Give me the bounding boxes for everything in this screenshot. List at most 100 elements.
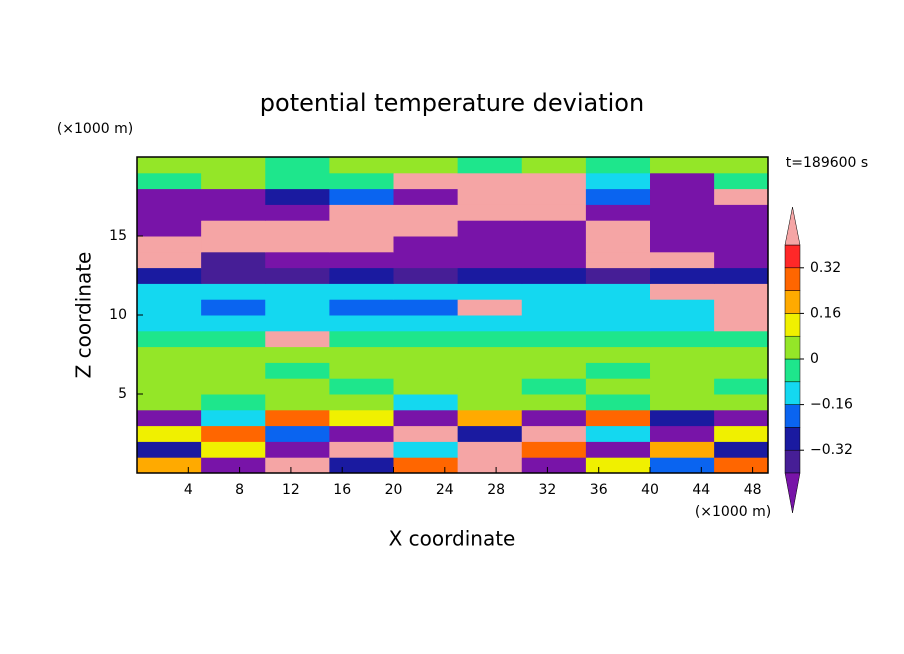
x-tick-label: 12 [282, 482, 300, 498]
contour-cell [393, 236, 459, 253]
contour-cell [201, 283, 266, 300]
contour-cell [714, 409, 769, 427]
y-tick-label: 10 [109, 307, 127, 323]
contour-cell [393, 346, 459, 363]
contour-cell [650, 251, 715, 269]
contour-cell [329, 188, 395, 205]
contour-cell [137, 441, 202, 458]
colorbar-band [784, 244, 801, 269]
contour-cell [265, 283, 330, 300]
contour-cell [585, 441, 651, 458]
contour-cell [457, 283, 523, 300]
contour-cell [714, 425, 769, 442]
contour-cell [521, 330, 587, 348]
contour-cell [714, 362, 769, 379]
contour-cell [521, 457, 587, 474]
contour-cell [393, 172, 459, 190]
colorbar-band [784, 381, 801, 405]
contour-cell [521, 157, 587, 174]
contour-cell [650, 315, 715, 332]
contour-cell [585, 315, 651, 332]
contour-cell [457, 457, 523, 474]
contour-cell [650, 425, 715, 442]
contour-cell [393, 188, 459, 205]
contour-cell [329, 425, 395, 442]
contour-cell [521, 315, 587, 332]
contour-cell [714, 267, 769, 284]
contour-cell [714, 236, 769, 253]
contour-cell [265, 425, 330, 442]
contour-cell [585, 362, 651, 379]
contour-cell [137, 188, 202, 205]
contour-cell [329, 394, 395, 411]
contour-cell [714, 220, 769, 237]
contour-cell [201, 409, 266, 427]
contour-cell [521, 236, 587, 253]
contour-cell [457, 330, 523, 348]
contour-cell [521, 394, 587, 411]
contour-cell [265, 330, 330, 348]
contour-cell [457, 204, 523, 221]
contour-cell [265, 315, 330, 332]
contour-cell [265, 204, 330, 221]
contour-cell [457, 251, 523, 269]
x-tick-label: 4 [184, 482, 193, 498]
contour-cell [457, 409, 523, 427]
contour-cell [393, 330, 459, 348]
contour-cell [457, 267, 523, 284]
x-tick-label: 20 [385, 482, 403, 498]
contour-cell [457, 220, 523, 237]
contour-cell [329, 441, 395, 458]
contour-cell [265, 236, 330, 253]
contour-cell [137, 362, 202, 379]
contour-cell [137, 251, 202, 269]
contour-cell [265, 188, 330, 205]
contour-cell [393, 299, 459, 316]
contour-cell [393, 394, 459, 411]
contour-cell [585, 251, 651, 269]
contour-cell [650, 220, 715, 237]
contour-cell [329, 236, 395, 253]
colorbar-band [784, 267, 801, 291]
contour-cell [457, 362, 523, 379]
contour-cell [714, 283, 769, 300]
contour-cell [265, 299, 330, 316]
contour-cell [650, 188, 715, 205]
contour-cell [329, 220, 395, 237]
contour-cell [393, 251, 459, 269]
contour-cell [650, 157, 715, 174]
contour-cell [521, 299, 587, 316]
colorbar-tick-label: −0.32 [810, 442, 853, 458]
contour-cell [585, 188, 651, 205]
contour-cell [650, 283, 715, 300]
contour-cell [714, 346, 769, 363]
contour-cell [201, 425, 266, 442]
contour-cell [265, 157, 330, 174]
contour-cell [329, 251, 395, 269]
contour-cell [393, 378, 459, 395]
contour-cell [585, 172, 651, 190]
contour-cell [137, 457, 202, 474]
colorbar-tick-label: −0.16 [810, 397, 853, 413]
contour-cell [201, 362, 266, 379]
contour-cell [521, 378, 587, 395]
contour-cell [329, 157, 395, 174]
contour-cell [521, 251, 587, 269]
contour-cell [201, 299, 266, 316]
contour-cell [137, 172, 202, 190]
x-tick-label: 40 [641, 482, 659, 498]
contour-cell [457, 236, 523, 253]
x-tick-label: 36 [590, 482, 608, 498]
contour-cell [650, 362, 715, 379]
contour-cell [521, 346, 587, 363]
contour-cell [585, 457, 651, 474]
contour-cell [201, 378, 266, 395]
contour-cell [585, 220, 651, 237]
contour-cell [329, 409, 395, 427]
contour-cell [137, 283, 202, 300]
contour-cell [201, 267, 266, 284]
contour-cell [265, 409, 330, 427]
contour-cell [521, 283, 587, 300]
contour-cell [137, 157, 202, 174]
